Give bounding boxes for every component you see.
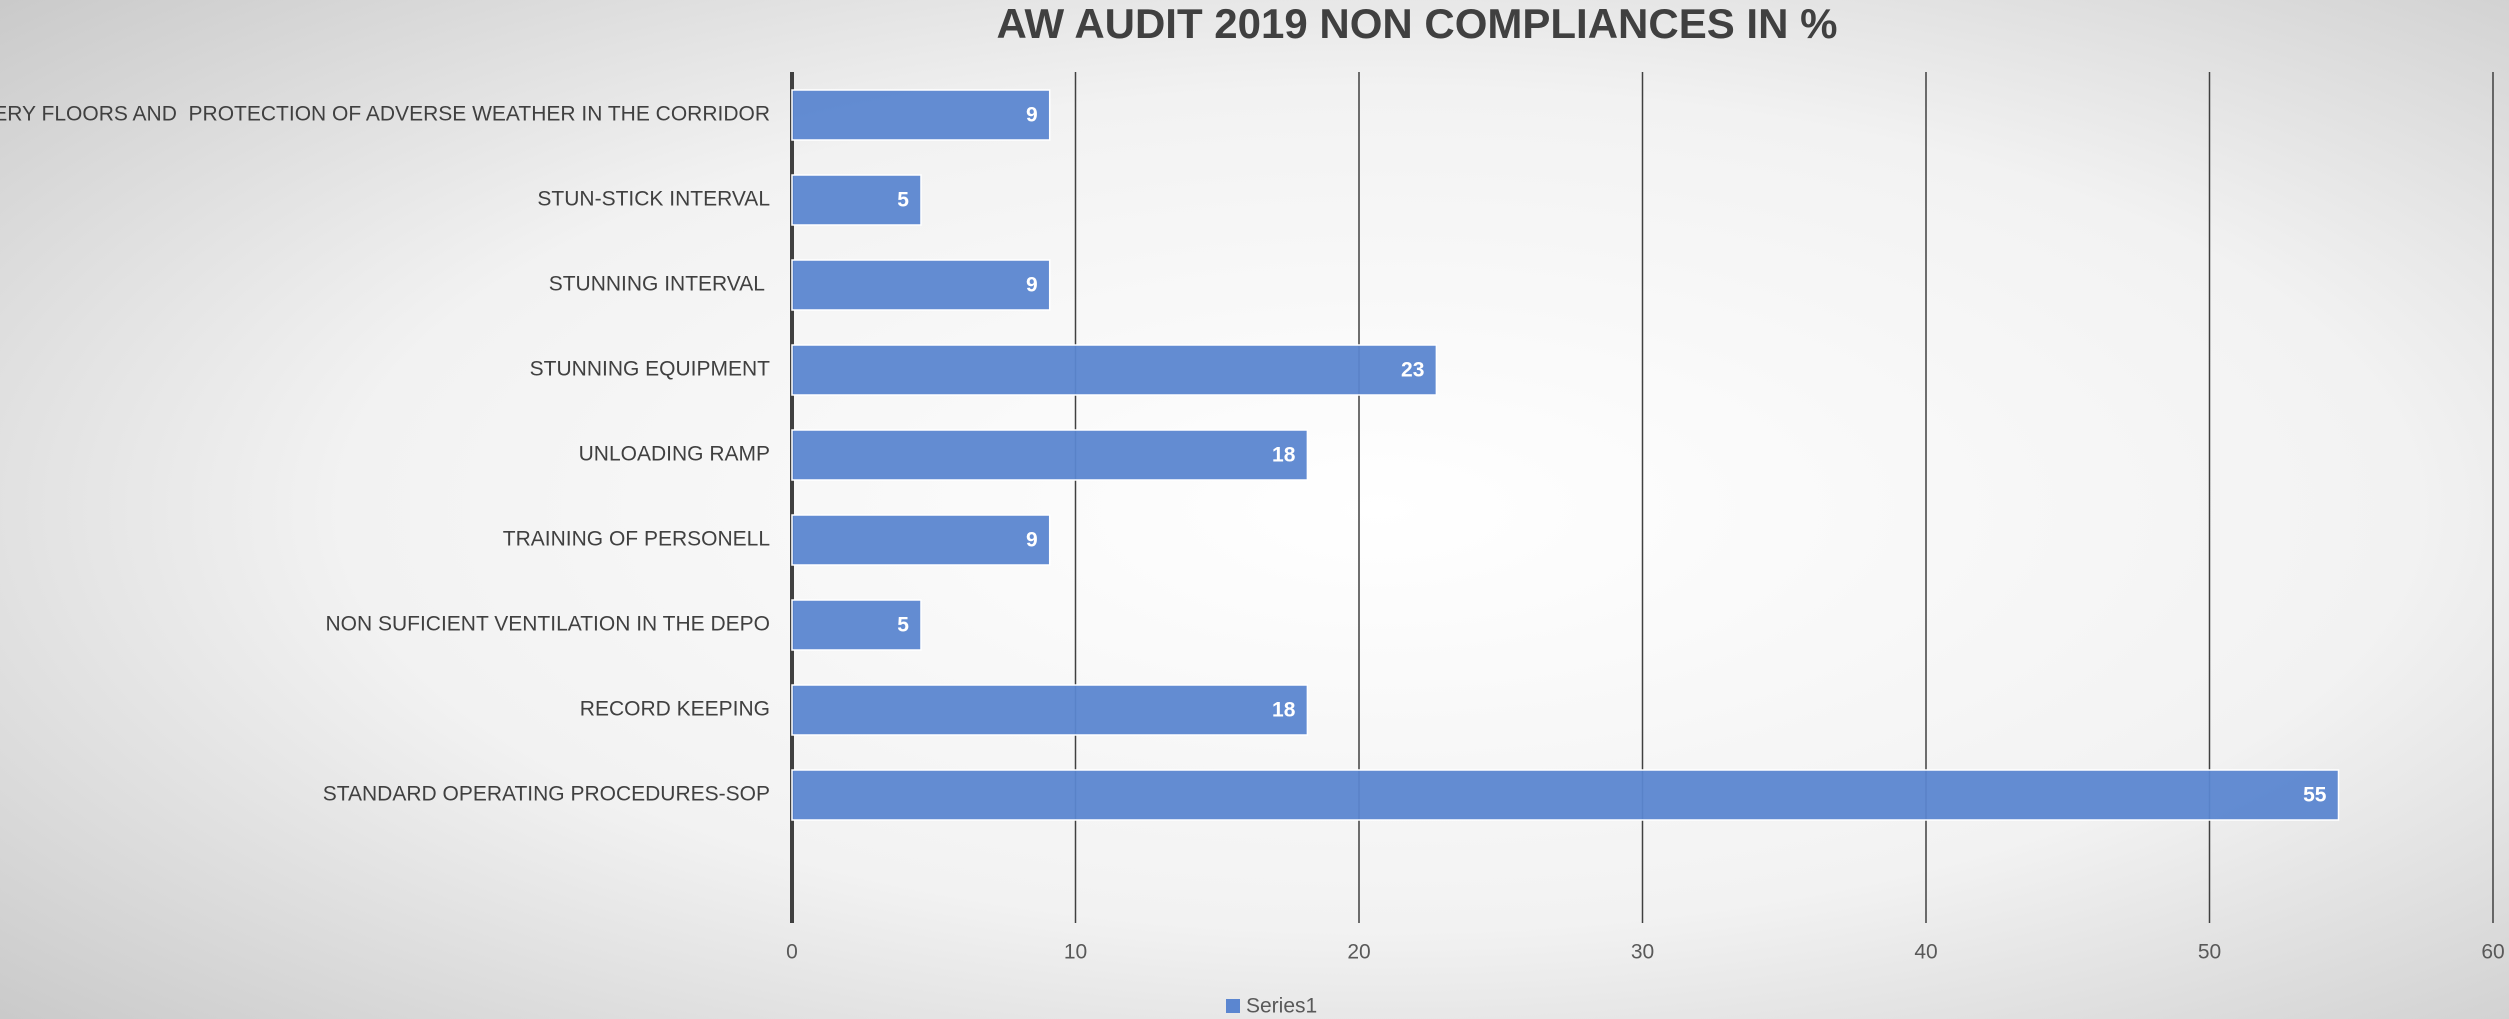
value-label: 9 (1026, 274, 1038, 297)
x-tick-label: 10 (1064, 941, 1087, 964)
value-label: 18 (1272, 444, 1296, 467)
value-label: 9 (1026, 104, 1038, 127)
bar (791, 89, 1051, 141)
legend-label: Series1 (1246, 995, 1317, 1018)
value-label: 55 (2303, 784, 2327, 807)
bar (791, 344, 1438, 396)
bar (791, 174, 922, 226)
y-tick-label: SLIPERY FLOORS AND PROTECTION OF ADVERSE… (0, 103, 770, 126)
bar (791, 684, 1309, 736)
value-label: 9 (1026, 529, 1038, 552)
legend-swatch (1226, 999, 1240, 1013)
x-tick-label: 30 (1631, 941, 1654, 964)
bar (791, 599, 922, 651)
value-label: 23 (1401, 359, 1424, 382)
y-tick-label: STANDARD OPERATING PROCEDURES-SOP (323, 783, 770, 806)
value-label: 18 (1272, 699, 1296, 722)
y-tick-label: RECORD KEEPING (580, 698, 770, 721)
value-label: 5 (897, 614, 909, 637)
y-tick-label: STUNNING INTERVAL (549, 273, 770, 296)
y-tick-label: TRAINING OF PERSONELL (503, 528, 770, 551)
bar (791, 769, 2340, 821)
value-label: 5 (897, 189, 909, 212)
x-tick-label: 50 (2198, 941, 2221, 964)
bar (791, 259, 1051, 311)
chart-title: AW AUDIT 2019 NON COMPLIANCES IN % (997, 0, 1838, 47)
bar (791, 429, 1309, 481)
x-tick-label: 0 (786, 941, 798, 964)
x-tick-label: 20 (1347, 941, 1370, 964)
y-tick-label: UNLOADING RAMP (579, 443, 770, 466)
y-tick-label: NON SUFICIENT VENTILATION IN THE DEPO (325, 613, 770, 636)
bar (791, 514, 1051, 566)
y-tick-label: STUNNING EQUIPMENT (530, 358, 771, 381)
x-tick-label: 60 (2481, 941, 2504, 964)
y-tick-label: STUN-STICK INTERVAL (537, 188, 770, 211)
x-tick-label: 40 (1914, 941, 1937, 964)
